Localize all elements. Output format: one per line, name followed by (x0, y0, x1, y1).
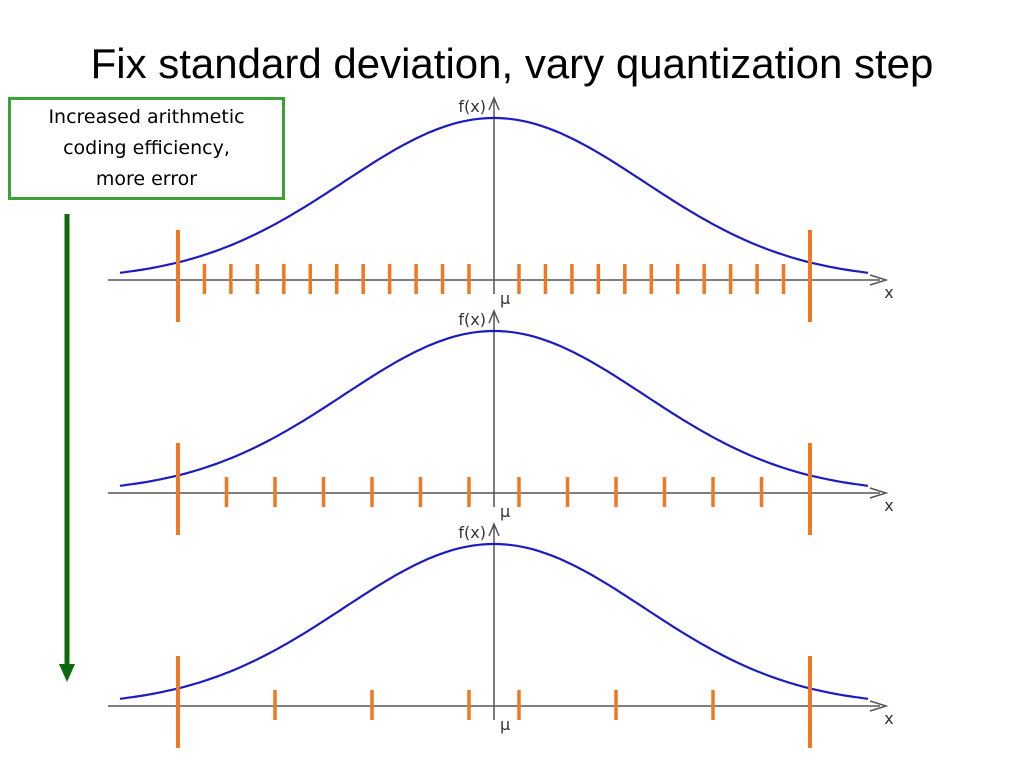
callout-line-1: Increased arithmetic (48, 106, 245, 128)
gaussian-curve (119, 116, 869, 274)
y-axis-label: f(x) (458, 310, 486, 329)
y-axis-label: f(x) (458, 523, 486, 542)
gaussian-curve (119, 542, 869, 700)
down-arrow-head (59, 664, 75, 682)
panel-3: f(x) x μ (108, 522, 894, 748)
gaussian-curve (119, 329, 869, 487)
x-axis-arrowhead (869, 487, 889, 499)
callout-box: Increased arithmetic coding efficiency, … (8, 97, 285, 200)
callout-line-3: more error (95, 168, 198, 190)
panel-2: f(x) x μ (108, 309, 894, 535)
down-arrow (59, 214, 75, 682)
panel-1: f(x) x μ (108, 96, 894, 322)
y-axis-arrowhead (488, 522, 500, 537)
x-axis-label: x (884, 283, 893, 302)
x-axis-arrowhead (869, 274, 889, 286)
x-axis-arrowhead (869, 700, 889, 712)
mean-label: μ (500, 715, 510, 734)
mean-label: μ (500, 502, 510, 521)
x-axis-label: x (884, 496, 893, 515)
y-axis-arrowhead (488, 96, 500, 111)
y-axis-arrowhead (488, 309, 500, 324)
callout-text: Increased arithmetic coding efficiency, … (22, 102, 272, 195)
slide-title: Fix standard deviation, vary quantizatio… (90, 40, 934, 87)
callout-line-2: coding efficiency, (63, 137, 230, 159)
y-axis-label: f(x) (458, 97, 486, 116)
panels: f(x) x μ f(x) x μ f(x) x μ (108, 96, 894, 748)
mean-label: μ (500, 289, 510, 308)
x-axis-label: x (884, 709, 893, 728)
